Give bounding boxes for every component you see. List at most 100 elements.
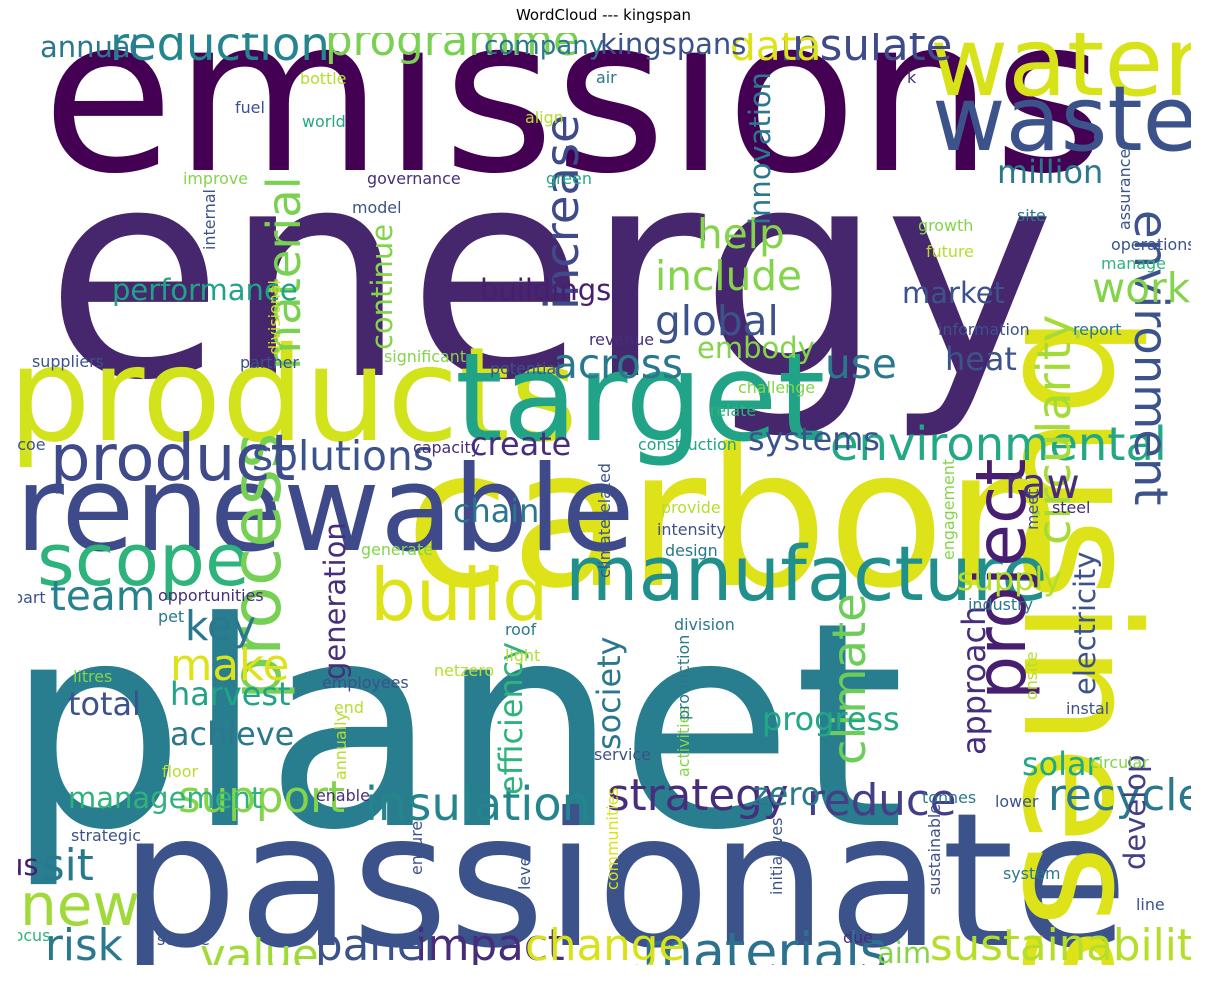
word-circularity: circularity [1027,315,1081,545]
word-strategy: strategy [607,771,788,821]
word-emissions: emissions [42,33,1105,221]
word-construction: construction [638,435,737,454]
word-divisional: divisional [265,280,284,355]
word-kingspans: kingspans [600,33,746,61]
word-product: product [50,422,295,496]
word-solar: solar [1022,745,1101,783]
word-design: design [665,541,718,560]
word-employees: employees [322,673,409,692]
word-improve: improve [183,169,248,188]
word-fuel: fuel [235,98,265,117]
word-help: help [697,210,785,258]
word-total: total [68,685,141,723]
word-green: green [546,169,592,188]
word-industry: industry [968,595,1033,614]
word-zero: zero [752,775,820,813]
word-end: end [334,698,364,717]
word-future: future [926,242,974,261]
word-due: due [843,928,873,947]
word-create: create [470,425,571,463]
word-capacity: capacity [413,438,480,457]
word-heat: heat [945,340,1017,378]
word-products: products [18,319,578,471]
word-panel: panel [315,921,436,965]
word-key: key [185,602,256,650]
word-circular: circular [1090,753,1149,772]
word-governance: governance [367,169,461,188]
word-efficiency: efficiency [492,642,530,795]
word-reduction: reduction [110,33,330,71]
word-make: make [170,641,289,691]
word-climaterelated: climaterelated [595,463,614,578]
word-line: line [1136,895,1165,914]
word-steel: steel [1052,498,1090,517]
chart-title: WordCloud --- kingspan [515,6,692,24]
word-revenue: revenue [589,330,654,349]
word-sustainable: sustainable [925,804,944,895]
word-litres: litres [73,667,112,686]
word-market: market [902,276,1005,310]
word-generate: generate [361,540,433,559]
word-change: change [525,921,685,965]
word-risk: risk [45,921,124,965]
word-company: company [484,33,604,61]
word-report: report [1073,320,1122,339]
word-programme: programme [325,33,580,66]
word-increase: increase [535,114,589,310]
word-internal: internal [200,189,219,250]
word-part: part [18,588,46,607]
word-tonnes: tonnes [922,788,976,807]
word-cloud-canvas: energy planet emissions carbon passionate bus… [18,33,1191,965]
word-insulate: insulate [780,33,952,71]
word-service: service [594,745,651,764]
word-operations: operations [1111,235,1191,254]
word-embody: embody [697,331,815,365]
word-support: support [178,773,345,823]
word-onsite: onsite [1022,652,1041,701]
word-planet: planet [18,562,905,893]
word-cloud-svg: energy planet emissions carbon passionatebus… [18,33,1191,965]
word-value: value [200,931,319,965]
word-challenge: challenge [738,378,815,397]
word-model: model [352,198,401,217]
word-level: level [515,852,534,890]
word-materials: materials [642,923,887,965]
word-approach: approach [955,606,993,755]
word-engagement: engagement [939,459,958,560]
word-production: production [674,635,693,720]
word-suppliers: suppliers [32,352,104,371]
word-partner: partner [240,353,299,372]
word-raw: raw [1005,460,1080,508]
word-environment: environment [1124,210,1178,505]
word-management: management [68,781,262,815]
word-sit: sit [42,841,94,891]
word-generation: generation [318,522,352,680]
word-achieve: achieve [170,715,294,753]
word-work: work [1092,264,1191,312]
word-sustainability: sustainability [930,921,1191,965]
word-harvest: harvest [170,675,290,713]
word-environmental: environmental [830,417,1167,471]
word-intensity: intensity [657,520,726,539]
word-carbon: carbon [405,408,1066,631]
word-energy: energy [45,107,1055,444]
word-continue: continue [365,224,399,350]
word-align: align [525,108,564,127]
word-assurance: assurance [1115,149,1134,230]
word-k: k [907,68,917,87]
word-project: project [961,458,1042,700]
word-water: water [930,33,1191,118]
word-chain: chain [453,492,539,530]
word-rainwater: rainwater [18,231,22,370]
word-renewable: renewable [18,441,635,579]
word-across: across [553,340,683,388]
word-world: world [302,112,346,131]
word-target: target [455,327,825,469]
word-roof: roof [505,620,537,639]
word-enable: enable [316,786,370,805]
word-activities: activities [674,705,693,777]
word-us: us [18,848,39,882]
word-communities: communities [603,787,622,890]
word-process: process [216,433,297,700]
word-aim: aim [877,936,931,965]
